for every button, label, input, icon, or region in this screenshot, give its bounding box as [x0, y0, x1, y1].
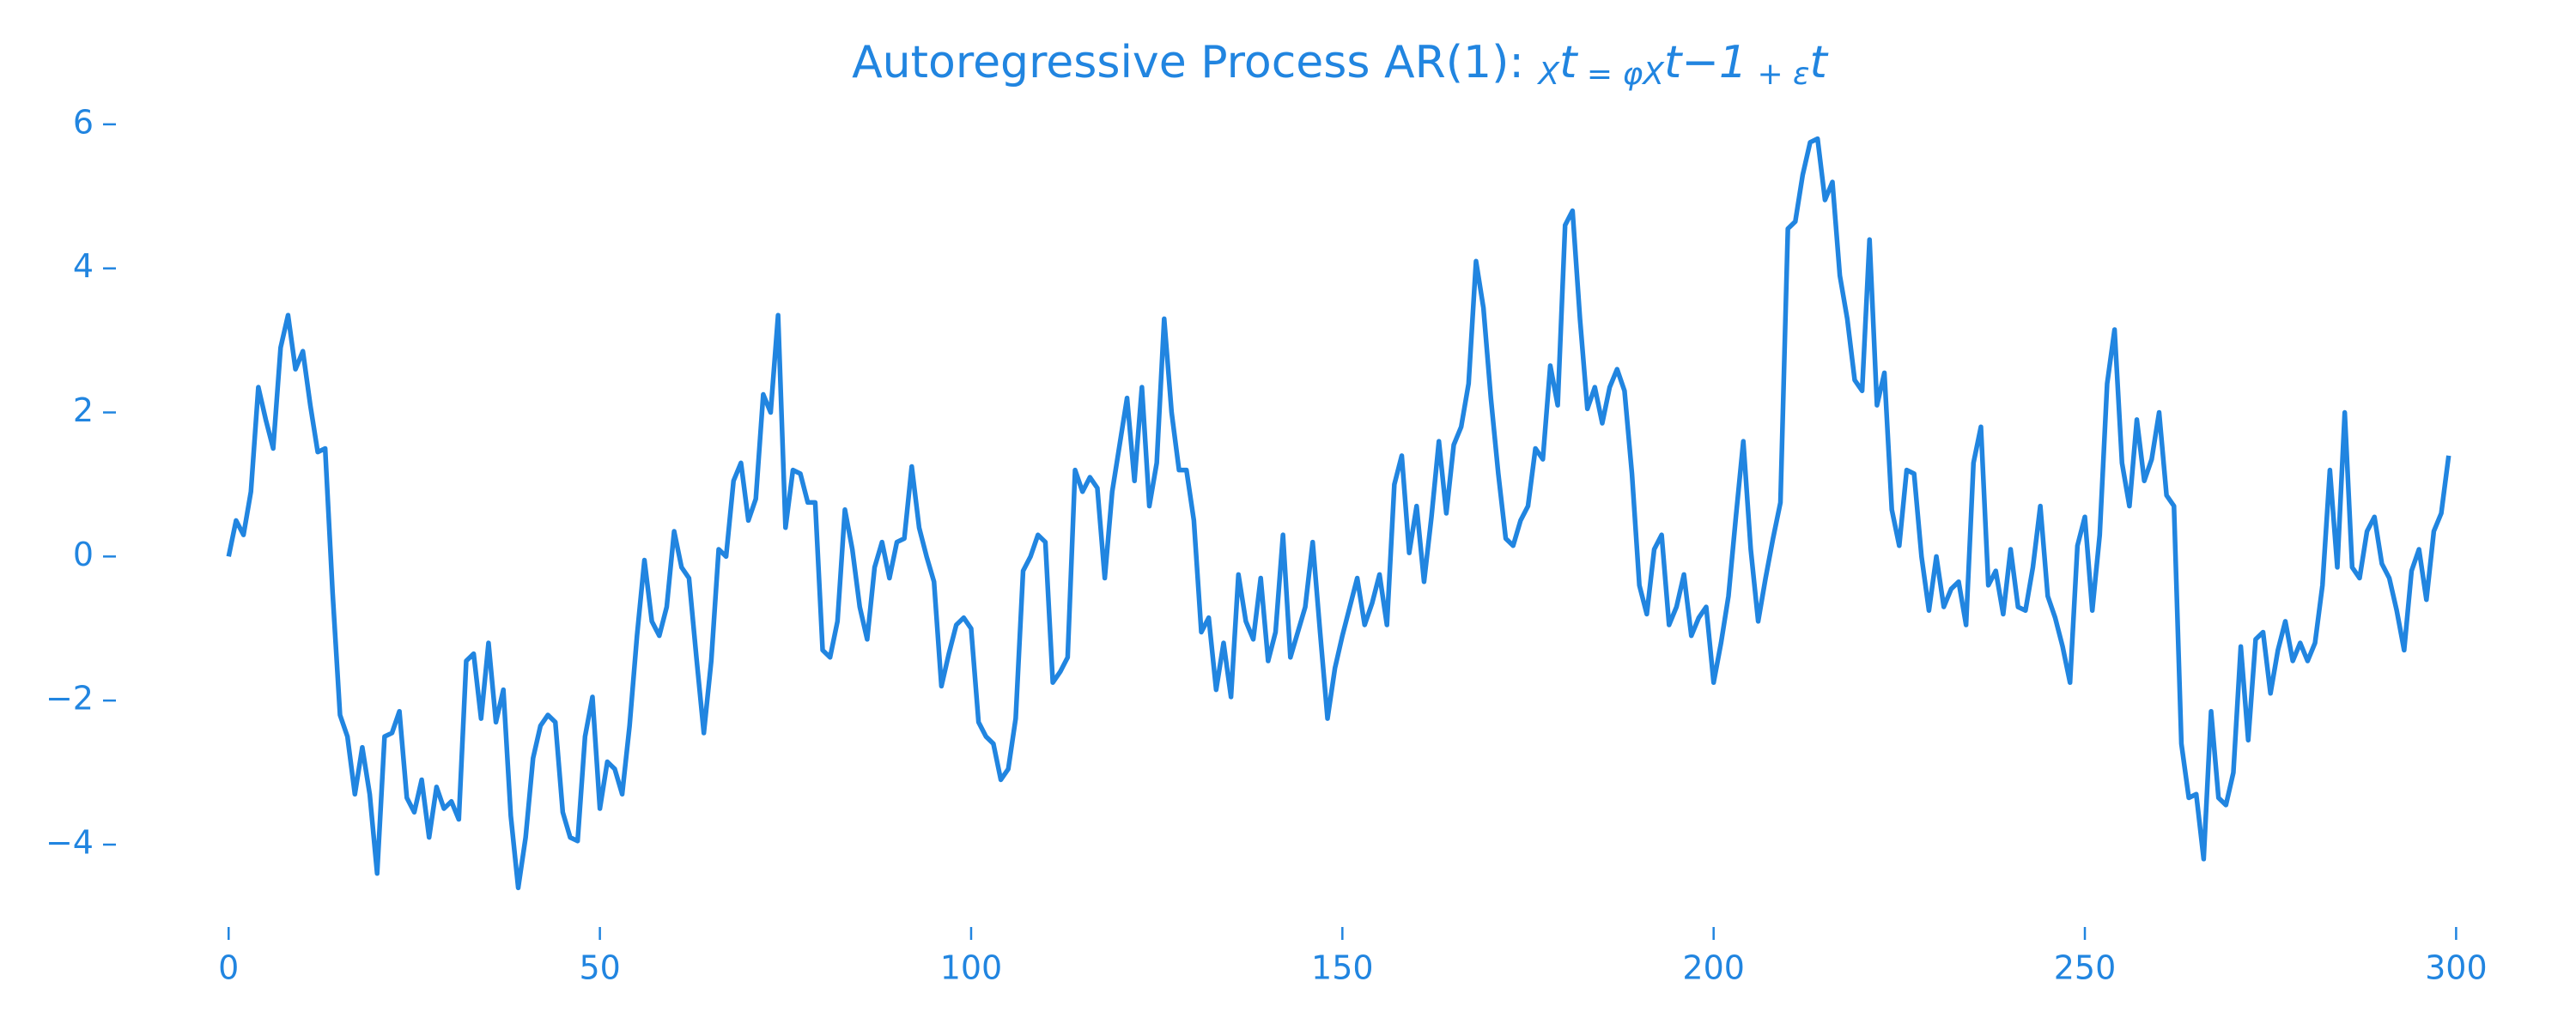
x-tick-label: 100 [940, 949, 1003, 987]
x-tick-label: 250 [2054, 949, 2117, 987]
y-tick-label: −2 [46, 680, 94, 718]
title-text: Autoregressive Process AR(1): [852, 37, 1538, 88]
title-subscript: + ε [1747, 57, 1810, 92]
title-text: t−1 [1664, 37, 1747, 88]
y-tick-label: −4 [46, 824, 94, 862]
x-tick-label: 50 [579, 949, 620, 987]
y-tick-label: 2 [73, 391, 94, 429]
x-tick-label: 200 [1682, 949, 1745, 987]
chart-title: Autoregressive Process AR(1): Xt = φXt−1… [852, 37, 1828, 92]
series-line [226, 136, 2451, 891]
y-tick-label: 0 [73, 536, 94, 573]
title-text: t [1810, 37, 1829, 88]
title-subscript: = φX [1577, 57, 1665, 92]
y-tick-label: 6 [73, 103, 94, 141]
x-tick-label: 150 [1311, 949, 1374, 987]
title-subscript: X [1536, 57, 1560, 92]
x-tick-label: 300 [2425, 949, 2488, 987]
x-tick-label: 0 [218, 949, 239, 987]
y-tick-label: 4 [73, 247, 94, 285]
title-text: t [1559, 37, 1578, 88]
